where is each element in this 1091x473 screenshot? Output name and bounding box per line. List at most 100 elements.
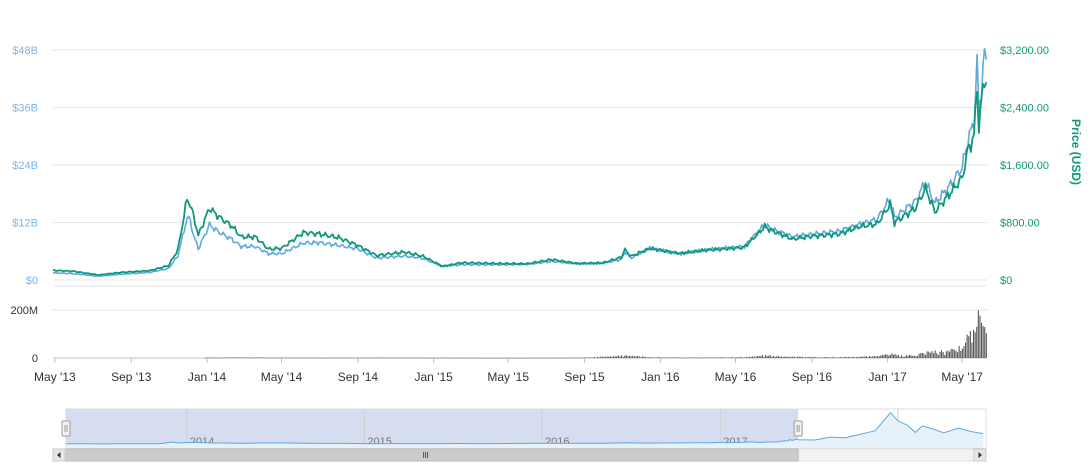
volume-bar bbox=[254, 357, 256, 358]
volume-bar bbox=[907, 355, 909, 358]
volume-bar bbox=[811, 357, 813, 358]
volume-bar bbox=[617, 355, 619, 358]
volume-bar bbox=[349, 357, 351, 359]
volume-bar bbox=[373, 357, 375, 359]
volume-bar bbox=[856, 356, 858, 358]
volume-bar bbox=[781, 356, 783, 358]
right-arrow-icon[interactable] bbox=[973, 448, 987, 462]
volume-bar bbox=[648, 357, 650, 358]
volume-bar bbox=[707, 357, 709, 359]
volume-bar bbox=[382, 357, 384, 359]
volume-bar bbox=[542, 357, 544, 359]
volume-tick-label: 200M bbox=[10, 305, 38, 317]
navigator-right-handle[interactable] bbox=[793, 420, 803, 437]
volume-bar bbox=[593, 357, 595, 358]
x-tick-label: Jan '15 bbox=[415, 370, 454, 384]
volume-bar bbox=[352, 357, 354, 359]
volume-bar bbox=[761, 355, 763, 358]
volume-bar bbox=[485, 357, 487, 359]
volume-bar bbox=[329, 357, 331, 359]
volume-bar bbox=[462, 357, 464, 359]
volume-bar bbox=[257, 357, 259, 358]
volume-bar bbox=[701, 357, 703, 359]
navigator-area bbox=[66, 412, 984, 448]
volume-bar bbox=[273, 357, 275, 359]
volume-bar bbox=[726, 357, 728, 358]
left-tick-label: $12B bbox=[12, 218, 38, 230]
volume-bar bbox=[483, 357, 485, 359]
volume-bar bbox=[651, 357, 653, 358]
volume-bar bbox=[488, 357, 490, 359]
volume-bar bbox=[846, 357, 848, 358]
volume-bar bbox=[753, 356, 755, 358]
handle-body[interactable] bbox=[61, 420, 71, 437]
volume-bar bbox=[640, 357, 642, 358]
volume-bar bbox=[897, 354, 899, 358]
volume-bar bbox=[934, 350, 936, 358]
volume-bar bbox=[765, 355, 767, 358]
volume-bar bbox=[917, 355, 919, 358]
volume-bar bbox=[769, 355, 771, 358]
volume-bar bbox=[973, 329, 975, 358]
volume-bar bbox=[422, 357, 424, 359]
volume-bar bbox=[246, 357, 248, 359]
volume-bar bbox=[590, 357, 592, 358]
volume-bar bbox=[715, 357, 717, 359]
volume-bar bbox=[561, 357, 563, 359]
navigator-selection[interactable] bbox=[66, 409, 799, 448]
volume-bar bbox=[262, 357, 264, 359]
volume-bar bbox=[949, 351, 951, 358]
volume-bar bbox=[611, 356, 613, 358]
volume-bar bbox=[505, 357, 507, 359]
volume-bar bbox=[317, 357, 319, 359]
volume-bar bbox=[760, 356, 762, 358]
navigator-left-handle[interactable] bbox=[61, 420, 71, 437]
volume-bar bbox=[400, 357, 402, 359]
volume-bar bbox=[454, 357, 456, 359]
volume-bar bbox=[606, 356, 608, 358]
volume-bar bbox=[443, 357, 445, 359]
volume-bar bbox=[217, 357, 219, 359]
volume-bar bbox=[768, 355, 770, 358]
volume-bar bbox=[469, 357, 471, 359]
volume-bar bbox=[336, 357, 338, 359]
volume-bar bbox=[883, 354, 885, 358]
handle-body[interactable] bbox=[793, 420, 803, 437]
volume-bar bbox=[549, 357, 551, 359]
volume-bar bbox=[221, 357, 223, 359]
market-cap-line bbox=[52, 48, 988, 277]
volume-bar bbox=[318, 357, 320, 359]
volume-bar bbox=[339, 357, 341, 359]
volume-bar bbox=[984, 327, 986, 358]
volume-bar bbox=[853, 356, 855, 358]
volume-bar bbox=[971, 342, 973, 358]
volume-bar bbox=[859, 356, 861, 358]
volume-bar bbox=[376, 357, 378, 359]
volume-bar bbox=[950, 349, 952, 358]
volume-bar bbox=[581, 357, 583, 359]
volume-bar bbox=[374, 357, 376, 359]
volume-bar bbox=[321, 357, 323, 359]
volume-bar bbox=[805, 357, 807, 358]
volume-bar bbox=[957, 352, 959, 358]
volume-bar bbox=[713, 357, 715, 358]
navigator[interactable]: 20142015201620172018 bbox=[52, 408, 987, 462]
volume-bar bbox=[985, 333, 987, 358]
volume-bar bbox=[501, 357, 503, 359]
volume-bar bbox=[227, 357, 229, 359]
volume-bar bbox=[936, 353, 938, 358]
volume-bar bbox=[937, 354, 939, 358]
volume-bar bbox=[459, 357, 461, 359]
volume-bar bbox=[345, 357, 347, 359]
volume-bar bbox=[209, 357, 211, 359]
volume-bar bbox=[752, 356, 754, 358]
left-arrow-icon[interactable] bbox=[52, 448, 66, 462]
volume-bar bbox=[624, 355, 626, 358]
volume-bar bbox=[219, 357, 221, 359]
x-tick-label: Sep '14 bbox=[338, 370, 379, 384]
volume-bar bbox=[232, 357, 234, 359]
volume-bar bbox=[427, 357, 429, 359]
volume-bar bbox=[662, 357, 664, 358]
volume-bar bbox=[912, 355, 914, 358]
volume-bar bbox=[931, 351, 933, 358]
